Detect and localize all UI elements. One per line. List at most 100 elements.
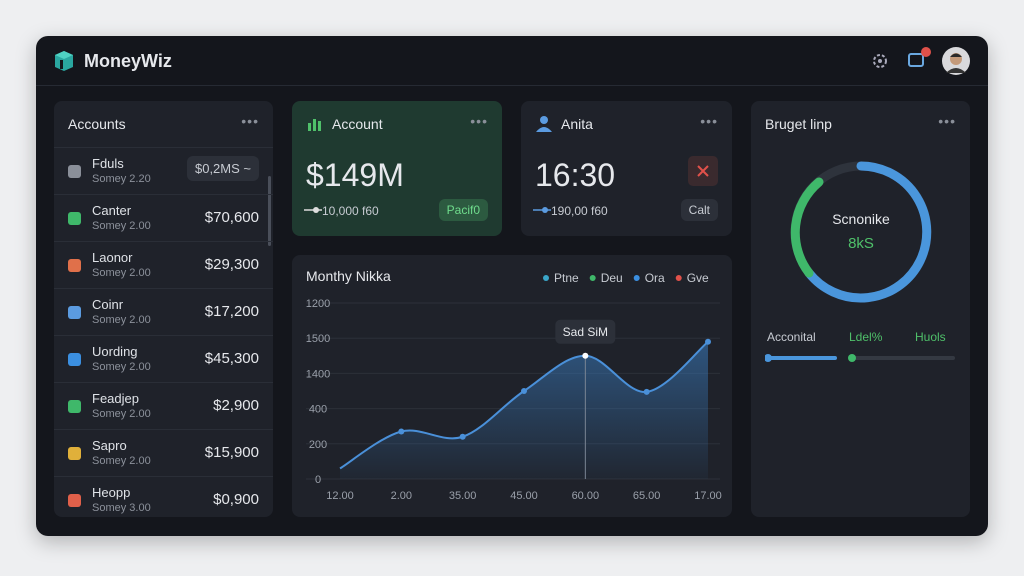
card-badge[interactable]: Calt	[680, 199, 718, 221]
account-sub: Somey 2.00	[92, 314, 151, 326]
account-amount: $0,2MS ~	[186, 156, 259, 181]
account-card: Account ••• $149M 10,000 f60 Pacif0	[292, 101, 502, 236]
point	[459, 433, 466, 440]
account-row: Feadjep Somey 2.00 $2,900	[54, 382, 273, 429]
account-icon	[68, 447, 81, 460]
scrollbar	[268, 176, 271, 246]
panel-title: Bruget linp	[765, 116, 832, 132]
point	[582, 352, 589, 359]
y-tick-label: 1200	[306, 298, 330, 310]
card-value: $149M	[306, 157, 404, 193]
point	[521, 388, 527, 394]
y-tick-label: 200	[309, 439, 327, 451]
legend-swatch	[675, 275, 682, 281]
chart-title: Monthy Nikka	[306, 268, 391, 284]
panel-title: Accounts	[68, 116, 126, 132]
trend-icon	[304, 207, 322, 213]
account-name: Heopp	[92, 485, 131, 500]
x-tick-label: 60.00	[572, 490, 600, 502]
logo	[55, 51, 73, 71]
budget-label: Huols	[915, 330, 946, 344]
x-tick-label: 35.00	[449, 490, 477, 502]
account-icon	[68, 306, 81, 319]
account-name: Fduls	[92, 156, 124, 171]
point	[398, 428, 405, 435]
account-icon	[68, 494, 81, 507]
budget-panel: Bruget linp ••• Scnonike 8kS Acconital L…	[751, 101, 970, 517]
account-row: Fduls Somey 2.20 $0,2MS ~	[54, 147, 273, 194]
menu-dots[interactable]: •••	[938, 113, 956, 129]
account-name: Canter	[92, 203, 132, 218]
legend-swatch	[633, 275, 640, 281]
point	[643, 388, 650, 395]
legend-label: Gve	[687, 271, 709, 285]
account-amount: $2,900	[213, 397, 259, 414]
account-name: Coinr	[92, 297, 124, 312]
account-icon	[68, 400, 81, 413]
account-row: Uording Somey 2.00 $45,300	[54, 335, 273, 382]
user-icon	[536, 116, 552, 132]
legend-swatch	[543, 275, 549, 281]
account-name: Laonor	[92, 250, 133, 265]
budget-label: Ldel%	[849, 330, 883, 344]
x-tick-label: 65.00	[633, 490, 661, 502]
card-title: Anita	[561, 116, 593, 132]
card-badge[interactable]: Pacif0	[438, 199, 488, 221]
area	[340, 341, 708, 479]
account-amount: $45,300	[204, 350, 259, 367]
notifications-icon[interactable]	[906, 46, 932, 72]
app-window: MoneyWiz Accounts ••• Fduls Somey 2.20 $0,…	[36, 36, 988, 536]
card-sub: 190,00 f60	[551, 204, 608, 218]
progress-bars	[765, 354, 955, 362]
account-amount: $15,900	[204, 444, 259, 461]
account-icon	[68, 165, 81, 178]
y-tick-label: 0	[315, 474, 321, 486]
account-sub: Somey 2.00	[92, 455, 151, 467]
account-sub: Somey 3.00	[92, 502, 151, 514]
chart-panel: Monthy Nikka 0 200 400 1400 1500 1200 12.00 2.0…	[292, 255, 732, 517]
account-name: Sapro	[92, 438, 127, 453]
account-row: Sapro Somey 2.00 $15,900	[54, 429, 273, 476]
account-sub: Somey 2.20	[92, 173, 151, 185]
account-row: Laonor Somey 2.00 $29,300	[54, 241, 273, 288]
legend-label: Ora	[645, 271, 665, 285]
y-tick-label: 1500	[306, 333, 330, 345]
x-tick-label: 12.00	[326, 490, 354, 502]
account-icon	[68, 353, 81, 366]
time-card: Anita ••• 16:30 190,00 f60 Calt	[521, 101, 732, 236]
point	[705, 338, 711, 345]
accounts-panel: Accounts ••• Fduls Somey 2.20 $0,2MS ~ Cant…	[54, 101, 273, 517]
tooltip-text: Sad SiM	[563, 325, 608, 339]
tooltip	[555, 319, 616, 344]
account-name: Feadjep	[92, 391, 139, 406]
menu-dots[interactable]: •••	[700, 113, 718, 129]
account-row: Coinr Somey 2.00 $17,200	[54, 288, 273, 335]
avatar[interactable]	[942, 47, 970, 75]
settings-icon[interactable]	[870, 51, 890, 71]
account-sub: Somey 2.00	[92, 267, 151, 279]
account-icon	[68, 259, 81, 272]
menu-dots[interactable]: •••	[241, 113, 259, 129]
donut-title: Scnonike	[832, 211, 890, 227]
card-title: Account	[332, 116, 383, 132]
trend-icon	[533, 207, 551, 213]
donut-value: 8kS	[848, 235, 874, 252]
header: MoneyWiz	[36, 36, 988, 86]
account-icon	[68, 212, 81, 225]
y-tick-label: 1400	[306, 368, 330, 380]
card-sub: 10,000 f60	[322, 204, 379, 218]
brand: MoneyWiz	[84, 51, 172, 71]
account-amount: $0,900	[213, 491, 259, 508]
x-tick-label: 45.00	[510, 490, 538, 502]
account-sub: Somey 2.00	[92, 220, 151, 232]
card-icon	[308, 119, 321, 131]
close-button[interactable]	[688, 156, 718, 186]
donut: Scnonike 8kS	[790, 161, 932, 303]
menu-dots[interactable]: •••	[470, 113, 488, 129]
budget-label: Acconital	[767, 330, 816, 344]
account-sub: Somey 2.00	[92, 408, 151, 420]
legend-label: Ptne	[554, 271, 579, 285]
x-tick-label: 17.00	[694, 490, 722, 502]
account-amount: $70,600	[204, 209, 259, 226]
